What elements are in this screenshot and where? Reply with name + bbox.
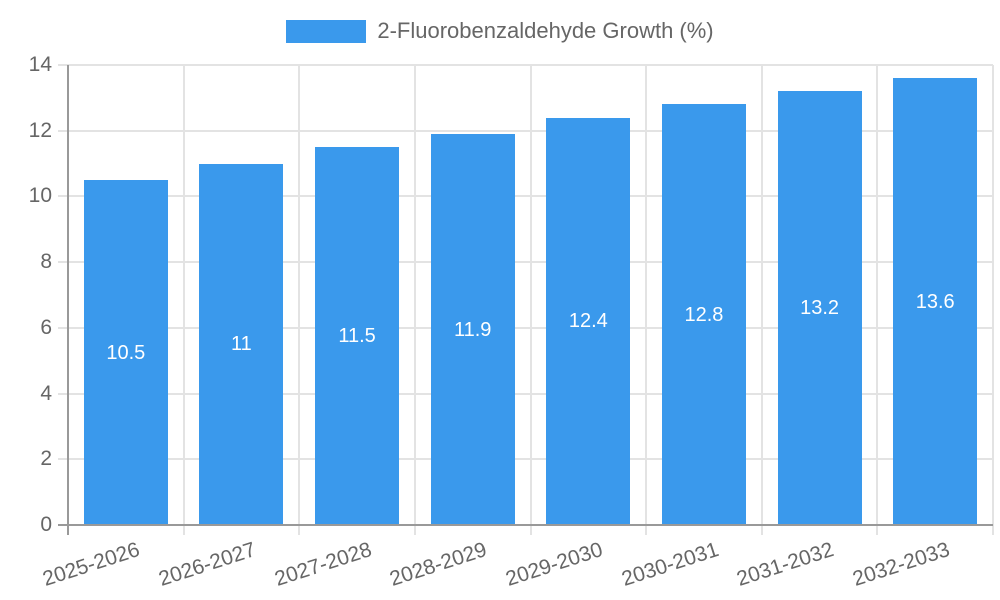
bar[interactable]: 11.5 (315, 147, 400, 525)
bar-value-label: 13.2 (800, 297, 840, 320)
y-axis-tick-label: 14 (28, 53, 52, 76)
y-axis-tick-label: 4 (40, 381, 52, 405)
bar[interactable]: 10.5 (83, 180, 168, 525)
y-axis-tick-label: 0 (40, 513, 52, 536)
x-gridline (413, 65, 416, 525)
x-axis-tick-label: 2030-2031 (618, 538, 722, 591)
bar[interactable]: 12.4 (546, 117, 631, 525)
x-axis-tick-label: 2029-2030 (502, 538, 606, 591)
x-gridline (298, 65, 301, 525)
x-gridline (760, 65, 763, 525)
x-axis-tick (182, 525, 185, 535)
x-gridline (645, 65, 648, 525)
legend-label: 2-Fluorobenzaldehyde Growth (%) (377, 18, 714, 43)
y-axis-tick-label: 10 (28, 184, 52, 208)
x-axis-tick-label: 2027-2028 (271, 538, 375, 591)
x-gridline (529, 65, 532, 525)
y-axis-tick (58, 261, 68, 264)
y-axis-tick (58, 392, 68, 395)
y-axis-tick-label: 2 (40, 447, 52, 471)
x-axis-tick (529, 525, 532, 535)
y-axis-tick (58, 326, 68, 329)
x-axis-tick (876, 525, 879, 535)
bar[interactable]: 12.8 (661, 104, 746, 525)
x-axis-tick (760, 525, 763, 535)
bar-value-label: 11.9 (453, 318, 492, 341)
x-axis-tick-label: 2028-2029 (387, 538, 490, 591)
bar[interactable]: 11.9 (430, 134, 515, 525)
y-axis-tick (58, 129, 68, 132)
x-axis-tick (645, 525, 648, 535)
bar-value-label: 13.6 (915, 290, 955, 313)
bar[interactable]: 11 (199, 163, 284, 525)
bar-value-label: 10.5 (106, 341, 146, 364)
x-axis-tick (298, 525, 301, 535)
x-axis-tick-label: 2032-2033 (849, 538, 953, 591)
x-axis-tick-label: 2026-2027 (155, 538, 259, 591)
legend-swatch-icon (286, 19, 367, 43)
bar-value-label: 12.4 (568, 310, 608, 333)
chart-legend[interactable]: 2-Fluorobenzaldehyde Growth (%) (0, 18, 1000, 44)
x-gridline (182, 65, 185, 525)
y-axis-tick-label: 8 (40, 250, 52, 274)
x-axis-tick-label: 2031-2032 (734, 538, 837, 591)
bar[interactable]: 13.2 (777, 91, 862, 525)
bar-value-label: 11 (231, 333, 252, 356)
bar-value-label: 11.5 (338, 325, 376, 348)
bar-value-label: 12.8 (684, 303, 724, 326)
y-axis-tick (58, 64, 68, 66)
y-axis-tick (58, 458, 68, 461)
x-axis-tick-label: 2025-2026 (40, 538, 143, 591)
y-axis-line (67, 65, 69, 535)
y-axis-tick (58, 195, 68, 198)
x-gridline (876, 65, 879, 525)
y-axis-tick-label: 6 (40, 315, 52, 339)
x-axis-tick (413, 525, 416, 535)
x-axis-line (58, 524, 993, 526)
y-axis-tick-label: 12 (28, 118, 52, 142)
x-axis-tick (992, 525, 994, 535)
x-gridline (992, 65, 994, 525)
bar[interactable]: 13.6 (893, 78, 978, 525)
